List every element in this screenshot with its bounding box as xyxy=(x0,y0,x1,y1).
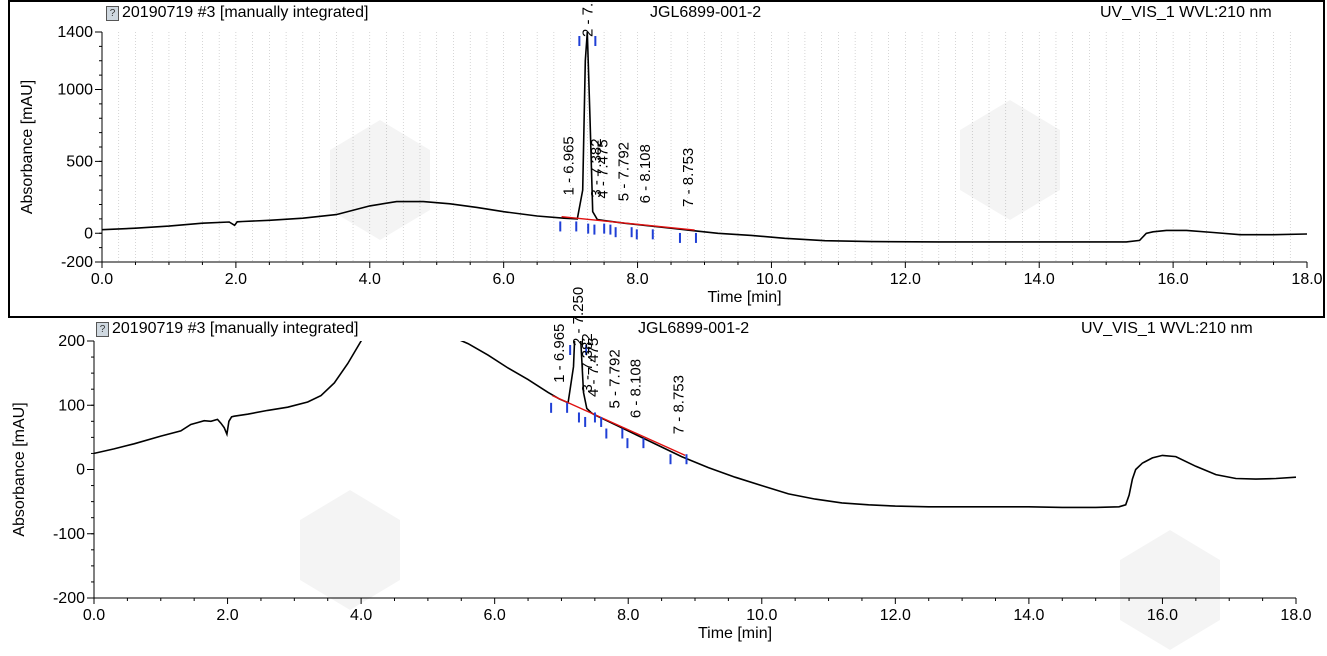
y-tick-label: 1400 xyxy=(57,24,93,41)
y-axis-label: Absorbance [mAU] xyxy=(19,80,36,214)
integration-baseline xyxy=(552,394,686,457)
y-tick-label: 0 xyxy=(84,225,93,242)
trace-line xyxy=(102,32,1307,243)
chromatogram-panel-zoomed: ? 20190719 #3 [manually integrated] JGL6… xyxy=(8,287,1318,656)
x-tick-label: 14.0 xyxy=(1013,607,1044,624)
peak-label: 7 - 8.753 xyxy=(680,148,697,207)
chromatogram-plot-zoomed: 0.0 2.0 4.0 6.0 8.0 10.0 12.0 14.0 16.0 18.0 -200 -… xyxy=(11,287,1312,642)
x-tick-label: 10.0 xyxy=(746,607,777,624)
sample-name: JGL6899-001-2 xyxy=(650,4,762,21)
y-tick-label: -200 xyxy=(61,254,93,271)
y-tick-label: 500 xyxy=(66,153,93,170)
x-tick-label: 10.0 xyxy=(756,271,787,288)
trace-line xyxy=(94,341,1296,509)
peak-label: 3 - 7.382 xyxy=(579,333,596,392)
chromatogram-panel-full: ? 20190719 #3 [manually integrated] JGL6… xyxy=(8,0,1325,318)
chromatogram-plot-full: 0.0 2.0 4.0 6.0 8.0 10.0 12.0 14.0 16.0 18.0 -200 0… xyxy=(19,0,1323,306)
y-tick-label: -100 xyxy=(53,526,85,543)
y-tick-label: 0 xyxy=(76,462,85,479)
peak-label: 1 - 6.965 xyxy=(560,136,577,195)
x-tick-label: 4.0 xyxy=(359,271,381,288)
x-tick-label: 14.0 xyxy=(1024,271,1055,288)
y-axis-label: Absorbance [mAU] xyxy=(11,402,28,536)
x-tick-label: 12.0 xyxy=(880,607,911,624)
y-tick-label: 200 xyxy=(58,333,85,350)
peak-label: 1 - 6.965 xyxy=(551,324,568,383)
peak-label: 2 - 7.250 xyxy=(570,287,587,346)
peak-label: 6 - 8.108 xyxy=(637,144,654,203)
help-icon[interactable]: ? xyxy=(96,322,109,337)
y-tick-label: -200 xyxy=(53,590,85,607)
integration-baseline xyxy=(561,216,695,231)
peak-label: 4 - 7.475 xyxy=(585,338,602,397)
peak-label: 6 - 8.108 xyxy=(627,359,644,418)
x-tick-label: 6.0 xyxy=(484,607,506,624)
detector-channel: UV_VIS_1 WVL:210 nm xyxy=(1100,4,1272,21)
help-icon[interactable]: ? xyxy=(106,6,119,21)
peak-label: 2 - 7.250 xyxy=(579,0,596,37)
peak-label: 5 - 7.792 xyxy=(616,142,633,201)
peak-label: 3 - 7.382 xyxy=(588,138,605,197)
x-tick-label: 12.0 xyxy=(890,271,921,288)
peak-label: 4 - 7.475 xyxy=(594,139,611,198)
x-tick-label: 8.0 xyxy=(617,607,639,624)
x-tick-label: 16.0 xyxy=(1147,607,1178,624)
x-tick-label: 6.0 xyxy=(493,271,515,288)
y-tick-label: 1000 xyxy=(57,82,93,99)
x-tick-label: 2.0 xyxy=(225,271,247,288)
x-tick-label: 16.0 xyxy=(1158,271,1189,288)
x-tick-label: 4.0 xyxy=(350,607,372,624)
x-axis-label: Time [min] xyxy=(698,625,772,642)
x-tick-label: 18.0 xyxy=(1291,271,1322,288)
y-tick-label: 100 xyxy=(58,397,85,414)
peak-label: 5 - 7.792 xyxy=(606,349,623,408)
x-tick-label: 18.0 xyxy=(1280,607,1311,624)
x-tick-label: 0.0 xyxy=(91,271,113,288)
x-tick-label: 2.0 xyxy=(216,607,238,624)
peak-label: 7 - 8.753 xyxy=(671,375,688,434)
x-tick-label: 8.0 xyxy=(626,271,648,288)
run-name: 20190719 #3 [manually integrated] xyxy=(122,4,369,21)
run-name: 20190719 #3 [manually integrated] xyxy=(112,320,359,337)
detector-channel: UV_VIS_1 WVL:210 nm xyxy=(1081,320,1253,337)
x-tick-label: 0.0 xyxy=(83,607,105,624)
x-axis-label: Time [min] xyxy=(707,289,781,306)
sample-name: JGL6899-001-2 xyxy=(638,320,750,337)
